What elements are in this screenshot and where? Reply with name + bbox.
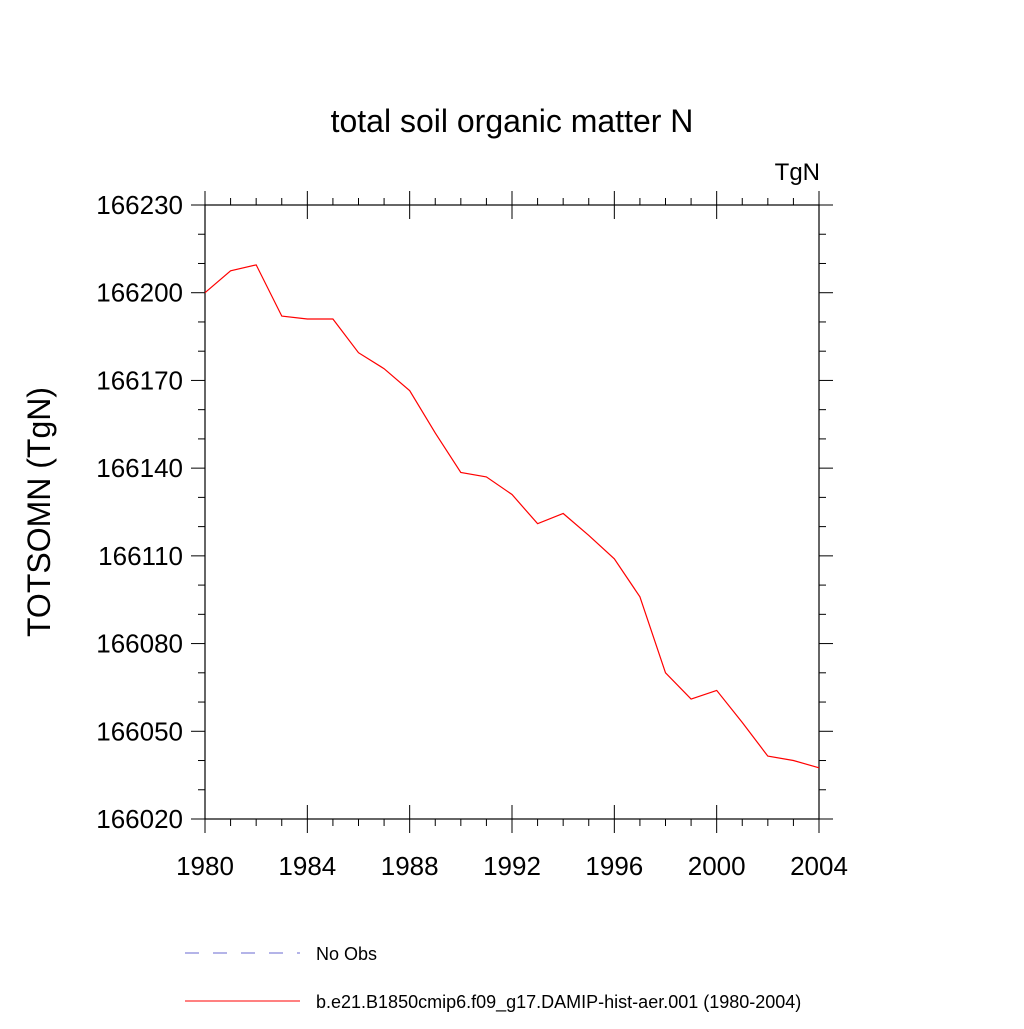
chart-title: total soil organic matter N xyxy=(331,103,694,139)
x-tick-label: 1980 xyxy=(176,851,234,881)
legend: No Obs b.e21.B1850cmip6.f09_g17.DAMIP-his… xyxy=(185,944,801,1013)
x-tick-label: 1984 xyxy=(278,851,336,881)
plot-area: 1980 1984 1988 1992 1996 2000 2004 166020 166050… xyxy=(96,190,848,881)
y-axis-label: TOTSOMN (TgN) xyxy=(21,387,57,637)
x-tick-label: 2004 xyxy=(790,851,848,881)
y-tick-label: 166020 xyxy=(96,804,183,834)
legend-label: No Obs xyxy=(316,944,377,964)
y-tick-label: 166110 xyxy=(98,541,183,571)
units-label: TgN xyxy=(775,159,820,186)
y-tick-label: 166170 xyxy=(96,365,183,395)
y-tick-label: 166140 xyxy=(96,453,183,483)
y-tick-label: 166080 xyxy=(96,629,183,659)
x-tick-label: 1992 xyxy=(483,851,541,881)
y-tick-label: 166230 xyxy=(96,190,183,220)
series-line xyxy=(204,264,820,769)
x-tick-label: 1988 xyxy=(381,851,439,881)
legend-label: b.e21.B1850cmip6.f09_g17.DAMIP-hist-aer.… xyxy=(316,992,801,1013)
y-tick-label: 166050 xyxy=(96,716,183,746)
x-tick-label: 1996 xyxy=(585,851,643,881)
y-tick-label: 166200 xyxy=(96,278,183,308)
x-tick-label: 2000 xyxy=(688,851,746,881)
plot-frame xyxy=(204,204,820,820)
